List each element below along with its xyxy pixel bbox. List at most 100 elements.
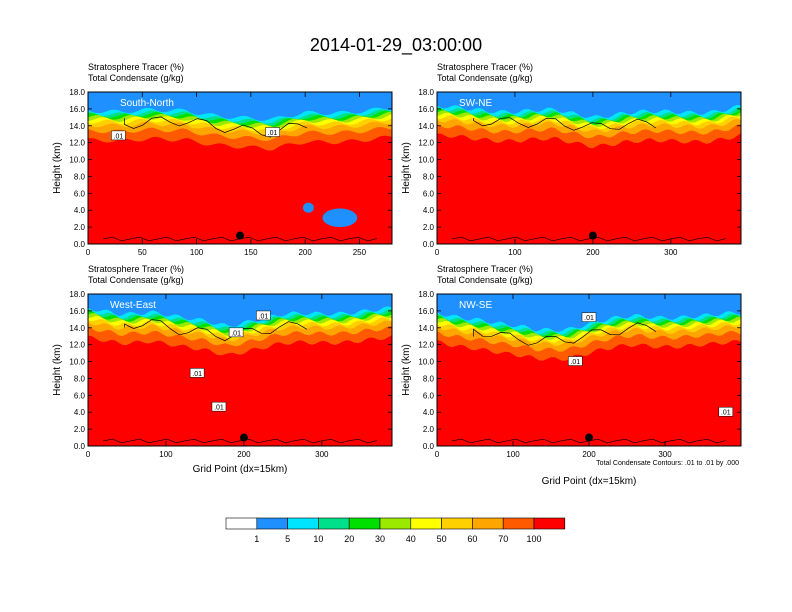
x-tick-label: 300 (658, 450, 672, 459)
y-tick-label: 10.0 (69, 358, 85, 367)
plot-frame (436, 91, 742, 245)
colorbar-swatch (441, 517, 473, 530)
colorbar-label: 100 (526, 534, 541, 544)
panel-title-line1: Stratosphere Tracer (%) (88, 62, 184, 72)
x-tick-label: 0 (435, 248, 440, 257)
y-tick-label: 12.0 (418, 139, 434, 148)
y-tick-label: 18.0 (418, 88, 434, 97)
colorbar-swatch (533, 517, 566, 530)
y-tick-label: 12.0 (69, 341, 85, 350)
y-tick-label: 4.0 (423, 206, 435, 215)
y-tick-label: 18.0 (418, 290, 434, 299)
y-tick-label: 14.0 (69, 122, 85, 131)
colorbar-label: 60 (467, 534, 477, 544)
colorbar-swatch (410, 517, 442, 530)
x-tick-label: 300 (315, 450, 329, 459)
colorbar-swatch (225, 517, 258, 530)
y-tick-label: 0.0 (74, 240, 86, 249)
colorbar-label: 5 (285, 534, 290, 544)
figure-title: 2014-01-29_03:00:00 (310, 35, 482, 56)
y-tick-label: 18.0 (69, 290, 85, 299)
y-tick-label: 10.0 (69, 156, 85, 165)
y-axis-label: Height (km) (52, 344, 63, 396)
y-axis-label: Height (km) (401, 142, 412, 194)
panel-south-north: Stratosphere Tracer (%) Total Condensate… (52, 62, 393, 257)
colorbar: 1 5 10 20 30 40 50 60 70 100 (225, 517, 566, 544)
y-tick-label: 8.0 (423, 374, 435, 383)
tracer-patch (302, 202, 314, 213)
y-tick-label: 18.0 (69, 88, 85, 97)
contour-label: .01 (570, 359, 580, 366)
y-tick-label: 0.0 (423, 240, 435, 249)
condensate-contour (452, 236, 726, 242)
y-axis-label: Height (km) (52, 142, 63, 194)
y-tick-label: 4.0 (423, 408, 435, 417)
contour-label-box (256, 310, 271, 321)
contour-label-box (211, 401, 227, 412)
plot-area: SW-NE 0.0 2.0 4.0 6.0 8.0 10.0 12.0 14.0 16.0 18.0… (401, 88, 742, 257)
colorbar-label: 1 (254, 534, 259, 544)
x-tick-label: 150 (244, 248, 258, 257)
location-marker (236, 231, 244, 240)
panel-west-east: Stratosphere Tracer (%) Total Condensate… (52, 264, 393, 475)
x-tick-label: 100 (506, 450, 520, 459)
x-tick-label: 100 (190, 248, 204, 257)
y-tick-label: 14.0 (418, 122, 434, 131)
panel-title-line1: Stratosphere Tracer (%) (88, 264, 184, 274)
panel-title-line2: Total Condensate (g/kg) (437, 73, 533, 83)
contour-label: .01 (192, 371, 202, 378)
colorbar-label: 40 (406, 534, 416, 544)
colorbar-swatch (256, 517, 288, 530)
contour-label-box (228, 327, 244, 338)
x-axis-label: Grid Point (dx=15km) (193, 464, 288, 475)
y-tick-label: 2.0 (74, 425, 86, 434)
panel-title-line1: Stratosphere Tracer (%) (437, 62, 533, 72)
plot-frame (87, 293, 393, 447)
y-tick-label: 16.0 (418, 307, 434, 316)
panel-title-line2: Total Condensate (g/kg) (437, 275, 533, 285)
y-tick-label: 6.0 (74, 391, 86, 400)
y-tick-label: 12.0 (418, 341, 434, 350)
contour-label-box (568, 356, 583, 366)
y-tick-label: 8.0 (74, 172, 86, 181)
y-tick-label: 2.0 (74, 223, 86, 232)
x-tick-label: 0 (86, 450, 91, 459)
panel-title-line2: Total Condensate (g/kg) (88, 275, 184, 285)
condensate-contour (473, 117, 657, 131)
y-tick-label: 8.0 (423, 172, 435, 181)
y-tick-label: 6.0 (74, 189, 86, 198)
location-marker (585, 433, 593, 442)
tracer-band (88, 92, 392, 121)
contour-label: .01 (721, 410, 731, 417)
tracer-patch (322, 208, 358, 228)
x-tick-label: 0 (435, 450, 440, 459)
panel-label: SW-NE (459, 98, 492, 109)
panel-title-line1: Stratosphere Tracer (%) (437, 264, 533, 274)
tracer-band (437, 92, 741, 118)
x-tick-label: 0 (86, 248, 91, 257)
x-tick-label: 50 (138, 248, 147, 257)
contour-footnote: Total Condensate Contours: .01 to .01 by… (596, 460, 739, 467)
y-tick-label: 10.0 (418, 156, 434, 165)
y-tick-label: 0.0 (74, 442, 86, 451)
panel-label: NW-SE (459, 300, 492, 311)
plot-area: .01 .01 .01 NW-SE 0.0 2.0 4.0 6.0 8.0 10.0 12.0 14.… (401, 290, 742, 487)
colorbar-swatch (287, 517, 319, 530)
contour-label: .01 (259, 313, 269, 320)
y-tick-label: 8.0 (74, 374, 86, 383)
location-marker (239, 433, 248, 442)
y-tick-label: 0.0 (423, 442, 435, 451)
y-axis-label: Height (km) (401, 344, 412, 396)
contour-label: .01 (584, 315, 594, 322)
colorbar-swatch (502, 517, 535, 530)
contour-label: .01 (214, 405, 224, 412)
x-tick-label: 200 (237, 450, 251, 459)
y-tick-label: 16.0 (69, 105, 85, 114)
plot-area: .01 .01 South-North 0.0 2.0 4.0 6.0 8.0 10.0 12.0… (52, 88, 393, 257)
colorbar-label: 20 (344, 534, 354, 544)
colorbar-label: 50 (437, 534, 447, 544)
x-axis-label: Grid Point (dx=15km) (542, 476, 637, 487)
contour-label: .01 (231, 330, 241, 337)
panel-nw-se: Stratosphere Tracer (%) Total Condensate… (401, 264, 742, 487)
panel-label: South-North (120, 98, 174, 109)
